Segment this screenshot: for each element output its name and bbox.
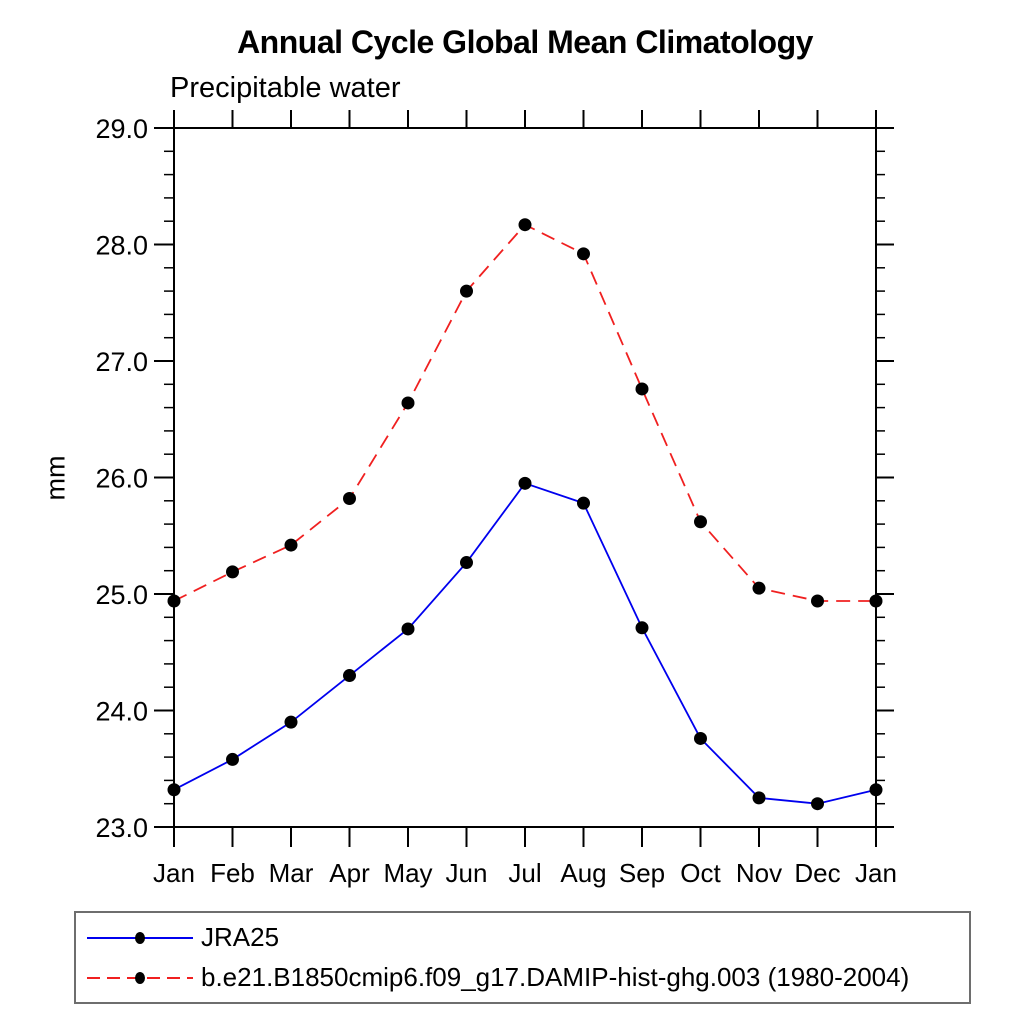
x-tick-label: Jun [446, 858, 488, 888]
data-point-marker [577, 496, 590, 510]
data-point-marker [811, 594, 824, 608]
data-point-marker [635, 382, 649, 396]
data-point-marker [752, 791, 766, 805]
x-tick-label: May [383, 858, 432, 888]
y-tick-label: 25.0 [95, 580, 148, 610]
data-point-marker [226, 752, 239, 766]
data-point-marker [460, 284, 473, 298]
data-point-marker [518, 218, 532, 232]
data-point-marker [869, 783, 883, 797]
y-tick-label: 24.0 [95, 697, 148, 727]
data-point-marker [460, 556, 473, 570]
legend-item-model: b.e21.B1850cmip6.f09_g17.DAMIP-hist-ghg.… [84, 964, 969, 991]
data-point-marker [284, 538, 298, 552]
y-tick-label: 27.0 [95, 347, 148, 377]
data-point-marker [694, 515, 707, 529]
x-tick-label: Feb [210, 858, 255, 888]
x-tick-label: Oct [680, 858, 721, 888]
x-tick-label: Jan [855, 858, 897, 888]
chart-title: Annual Cycle Global Mean Climatology [237, 24, 813, 60]
x-tick-label: Aug [560, 858, 606, 888]
data-point-marker [284, 715, 298, 729]
data-point-marker [635, 621, 649, 635]
data-point-marker [518, 476, 532, 490]
data-point-marker [167, 783, 181, 797]
legend-label: b.e21.B1850cmip6.f09_g17.DAMIP-hist-ghg.… [201, 962, 910, 992]
data-point-marker [226, 565, 239, 579]
legend-marker-icon [135, 971, 145, 984]
x-tick-label: Jan [153, 858, 195, 888]
x-tick-label: Jul [508, 858, 541, 888]
legend-label: JRA25 [201, 922, 280, 952]
data-point-marker [577, 247, 590, 261]
data-point-marker [694, 731, 707, 745]
legend-sample-dashed-line [87, 971, 193, 984]
x-tick-label: Nov [736, 858, 782, 888]
legend-marker-icon [135, 931, 145, 944]
data-point-marker [811, 797, 824, 811]
legend-sample-solid-line [87, 931, 193, 944]
legend-item-jra25: JRA25 [84, 924, 969, 951]
x-tick-label: Mar [269, 858, 314, 888]
x-tick-label: Sep [619, 858, 665, 888]
y-tick-label: 29.0 [95, 114, 148, 144]
data-point-marker [401, 396, 415, 410]
y-tick-label: 23.0 [95, 813, 148, 843]
series-line-solid [173, 482, 877, 805]
data-point-marker [752, 581, 766, 595]
data-point-marker [401, 622, 415, 636]
y-tick-label: 26.0 [95, 464, 148, 494]
chart-subtitle: Precipitable water [170, 72, 401, 104]
data-point-marker [167, 594, 181, 608]
data-point-marker [869, 594, 883, 608]
data-point-marker [343, 669, 356, 683]
y-tick-label: 28.0 [95, 231, 148, 261]
legend-box: JRA25 b.e21.B1850cmip6.f09_g17.DAMIP-his… [74, 911, 971, 1004]
x-tick-label: Dec [794, 858, 840, 888]
series-line-dashed [173, 223, 876, 602]
x-tick-label: Apr [329, 858, 370, 888]
data-point-marker [343, 491, 356, 505]
